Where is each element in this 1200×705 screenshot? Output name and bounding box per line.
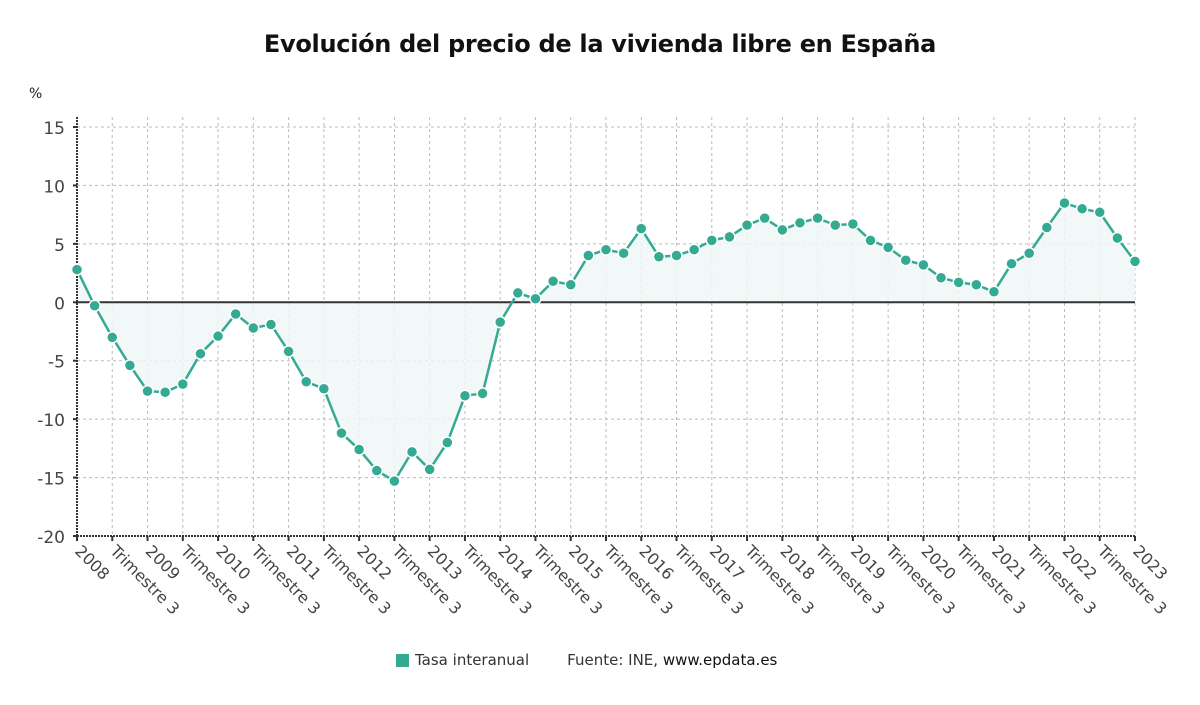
data-point [758,211,771,225]
data-point [846,217,860,231]
data-point [493,315,507,329]
y-tick-label: -20 [37,528,65,548]
data-point [828,218,842,232]
data-point [211,329,225,343]
y-axis-ticks: 15 10 5 0 -5 -10 -15 -20 [37,119,77,548]
data-point [987,285,1001,299]
data-point [70,263,84,276]
data-point [1128,255,1142,268]
data-point [388,474,401,488]
chart-title: Evolución del precio de la vivienda libr… [263,30,937,58]
data-point [299,375,313,388]
data-point [582,249,595,262]
data-point [194,347,207,360]
data-point [106,331,119,344]
y-tick-label: 10 [43,177,65,197]
data-point [511,286,525,300]
data-point [740,218,754,232]
legend: Tasa interanual Fuente: INE, www.epdata.… [396,651,777,669]
data-point [952,276,965,289]
data-point [1075,202,1089,216]
data-point [635,222,648,235]
data-point [352,443,366,456]
data-point [423,463,436,476]
data-point [617,246,630,260]
data-point [546,275,560,288]
data-point [776,223,789,237]
data-point [917,258,930,272]
legend-swatch [396,653,409,667]
data-point [370,464,384,477]
y-tick-label: 15 [43,119,65,139]
data-point [247,321,260,335]
y-tick-label: -15 [37,470,65,490]
y-tick-label: 5 [54,236,65,256]
data-point [141,384,154,398]
data-point [1058,196,1071,210]
data-point [317,382,331,396]
data-point [88,299,101,313]
data-point [687,243,701,256]
data-point [970,278,983,292]
data-point [123,359,137,372]
data-point [264,318,278,331]
data-point [899,253,913,267]
data-point [864,234,877,247]
y-tick-label: -5 [48,353,65,373]
data-point [1111,231,1124,245]
data-points [70,196,1142,488]
data-point [335,426,348,440]
data-point [934,271,948,284]
data-point [1005,257,1018,270]
data-point [1040,221,1054,234]
grid-lines [77,117,1136,536]
y-tick-label: 0 [54,294,65,314]
data-point [811,211,824,225]
data-point [599,243,613,256]
data-point [1022,246,1036,260]
data-point [441,436,454,449]
data-point [670,249,683,262]
data-point [176,377,190,391]
data-point [158,386,172,399]
data-point [282,345,295,358]
data-point [793,216,807,230]
legend-series-label: Tasa interanual [415,651,530,669]
data-point [1093,206,1106,219]
data-point [652,250,666,263]
data-point [564,278,577,292]
source-prefix: Fuente: INE, [567,651,663,669]
data-point [705,234,719,247]
data-point [458,389,472,403]
area-fill [77,202,1135,482]
data-point [723,230,736,244]
source-site: www.epdata.es [662,651,778,669]
data-point [476,387,489,400]
data-point [529,292,542,306]
x-tick-label: 2008 [71,541,113,583]
data-point [229,307,242,321]
y-tick-label: -10 [37,411,65,431]
y-axis-unit-label: % [29,86,43,102]
source-note: Fuente: INE, www.epdata.es [567,651,777,669]
data-point [405,445,419,459]
data-point [881,241,895,254]
